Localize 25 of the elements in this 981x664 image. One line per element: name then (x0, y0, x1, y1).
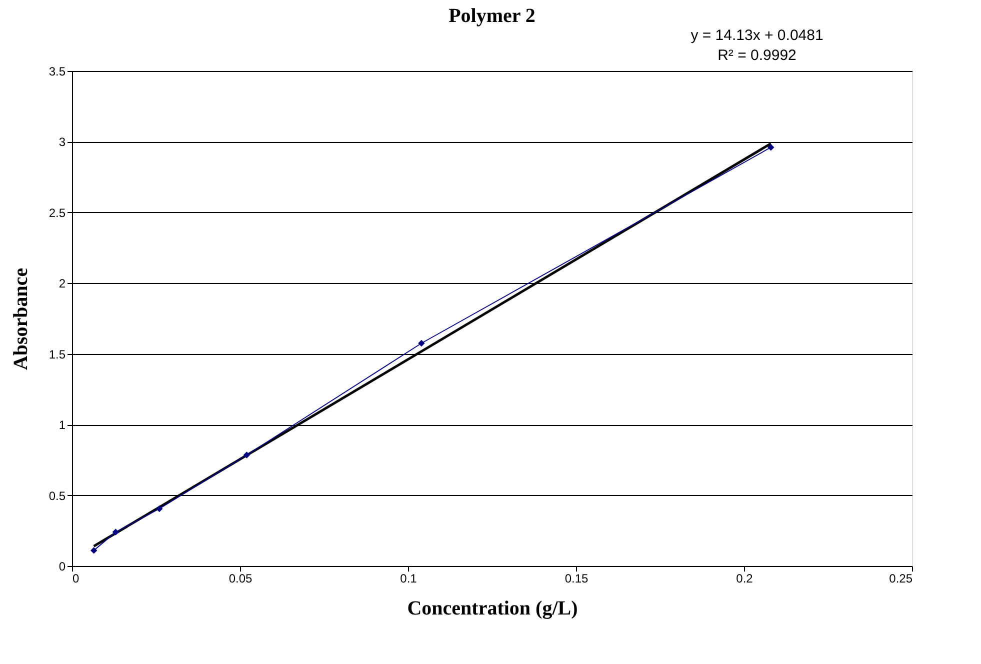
y-tick-label: 2.5 (48, 206, 66, 220)
text: y = 14.13x + 0.0481 (690, 27, 824, 44)
x-tick-label: 0.25 (889, 572, 913, 586)
point (112, 528, 120, 536)
x-tick-label: 0.15 (564, 572, 588, 586)
text: R² = 0.9992 (718, 47, 796, 64)
point (243, 452, 250, 458)
point (768, 144, 774, 151)
chart-title: Polymer 2 (448, 5, 536, 27)
y-tick-label: 1.5 (48, 347, 66, 362)
x-tick-label: 0.2 (736, 572, 754, 586)
y-tick-label: 2 (58, 276, 66, 291)
y-tick-label: 1 (58, 418, 66, 432)
x-tick-label: 0 (72, 572, 80, 586)
y-axis-title: Absorbance (10, 268, 32, 370)
x-axis-title: Concentration (g/L) (407, 598, 578, 620)
y-tick-label: 3 (58, 135, 66, 150)
x-tick-label: 0.05 (228, 572, 252, 586)
y-tick-label: 3.5 (48, 64, 66, 78)
point (156, 505, 163, 512)
x-tick-label: 0.1 (400, 572, 418, 586)
point (418, 340, 425, 347)
y-tick-label: 0 (58, 560, 66, 574)
point (90, 547, 98, 554)
y-tick-label: 0.5 (48, 488, 66, 503)
